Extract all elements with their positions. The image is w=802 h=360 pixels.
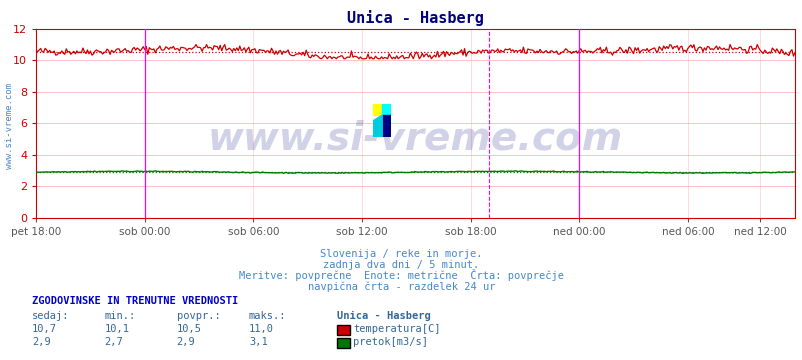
Text: ZGODOVINSKE IN TRENUTNE VREDNOSTI: ZGODOVINSKE IN TRENUTNE VREDNOSTI xyxy=(32,296,238,306)
Text: min.:: min.: xyxy=(104,311,136,321)
Text: pretok[m3/s]: pretok[m3/s] xyxy=(353,337,427,347)
Bar xyxy=(382,104,391,115)
Text: 3,1: 3,1 xyxy=(249,337,267,347)
Text: 10,7: 10,7 xyxy=(32,324,57,334)
Text: 2,9: 2,9 xyxy=(32,337,51,347)
Text: 2,9: 2,9 xyxy=(176,337,195,347)
Text: temperatura[C]: temperatura[C] xyxy=(353,324,440,334)
Text: 11,0: 11,0 xyxy=(249,324,273,334)
Text: Slovenija / reke in morje.: Slovenija / reke in morje. xyxy=(320,249,482,260)
Text: 10,1: 10,1 xyxy=(104,324,129,334)
Title: Unica - Hasberg: Unica - Hasberg xyxy=(346,10,484,26)
Text: zadnja dva dni / 5 minut.: zadnja dva dni / 5 minut. xyxy=(323,260,479,270)
Text: Meritve: povprečne  Enote: metrične  Črta: povprečje: Meritve: povprečne Enote: metrične Črta:… xyxy=(239,269,563,281)
Text: 10,5: 10,5 xyxy=(176,324,201,334)
Bar xyxy=(373,104,382,115)
Text: navpična črta - razdelek 24 ur: navpična črta - razdelek 24 ur xyxy=(307,281,495,292)
Text: 2,7: 2,7 xyxy=(104,337,123,347)
Text: maks.:: maks.: xyxy=(249,311,286,321)
Text: povpr.:: povpr.: xyxy=(176,311,220,321)
Text: www.si-vreme.com: www.si-vreme.com xyxy=(208,120,622,157)
Text: Unica - Hasberg: Unica - Hasberg xyxy=(337,311,431,321)
Polygon shape xyxy=(382,115,391,137)
Text: sedaj:: sedaj: xyxy=(32,311,70,321)
Text: www.si-vreme.com: www.si-vreme.com xyxy=(5,83,14,169)
Polygon shape xyxy=(373,115,382,137)
